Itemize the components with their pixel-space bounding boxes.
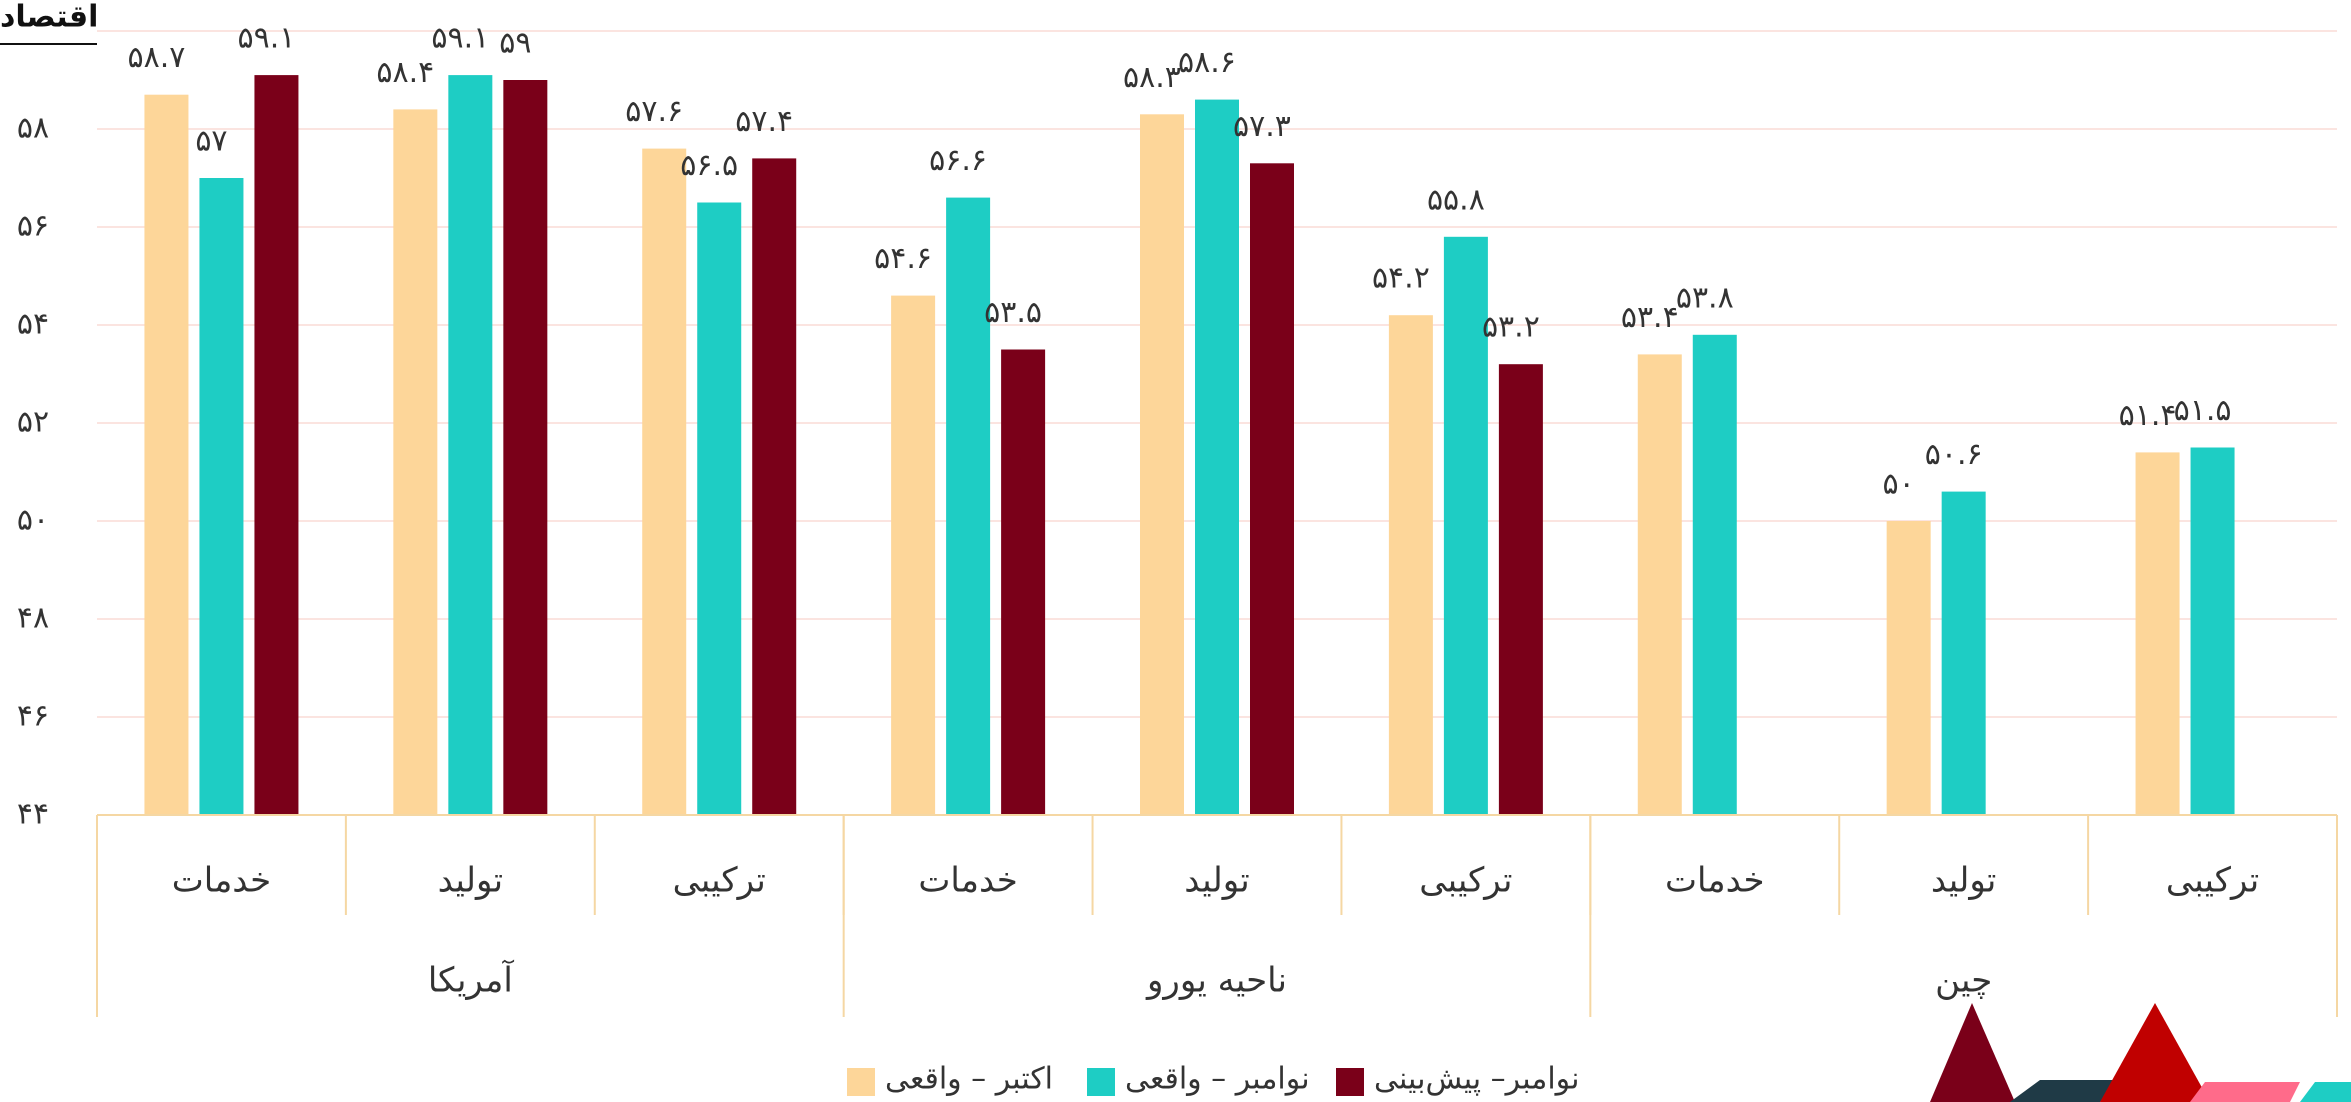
bar <box>697 203 741 816</box>
x-tick-label: ترکیبی <box>2166 861 2259 901</box>
value-label: ۵۰.۶ <box>1925 437 1983 472</box>
y-tick-label: ۵۶ <box>17 209 49 244</box>
value-label: ۵۱.۴ <box>2119 398 2177 433</box>
bar <box>1389 315 1433 815</box>
value-label: ۵۶.۵ <box>680 148 738 183</box>
value-label: ۵۴.۲ <box>1372 261 1430 296</box>
bar <box>1887 521 1931 815</box>
x-tick-label: خدمات <box>918 861 1017 901</box>
value-label: ۵۸.۳ <box>1123 60 1181 95</box>
group-label: چین <box>1935 961 1992 1001</box>
value-label: ۵۸.۶ <box>1178 45 1236 80</box>
bar <box>1250 163 1294 815</box>
legend-label: نوامبر– پیش‌بینی <box>1374 1062 1580 1097</box>
y-tick-label: ۴۴ <box>17 797 49 832</box>
bar <box>144 95 188 815</box>
x-tick-label: ترکیبی <box>1419 861 1512 901</box>
value-label: ۵۳.۴ <box>1621 300 1679 335</box>
bar <box>891 296 935 815</box>
value-label: ۵۳.۵ <box>984 295 1042 330</box>
chart-title: اقتصاد <box>0 0 98 35</box>
x-tick-label: تولید <box>1184 861 1250 901</box>
value-label: ۵۱.۵ <box>2174 393 2232 428</box>
bar <box>393 109 437 815</box>
value-label: ۵۳.۲ <box>1482 310 1540 345</box>
y-tick-label: ۵۲ <box>17 405 49 440</box>
bar <box>1140 114 1184 815</box>
bar <box>1942 492 1986 815</box>
chart: اقتصاد ۴۴ ۴۶ ۴۸ ۵۰ ۵۲ ۵۴ ۵۶ ۵۸ ۵۸.۷ ۵۸.۴ ۵۷.۶ ۵۴.۶ ۵… <box>0 0 2351 1102</box>
x-tick-label: ترکیبی <box>673 861 766 901</box>
y-tick-label: ۵۴ <box>17 307 49 342</box>
bar <box>946 198 990 815</box>
y-tick-label: ۵۰ <box>17 503 49 538</box>
value-label: ۵۹ <box>499 26 531 61</box>
legend-label: اکتبر – واقعی <box>885 1062 1053 1097</box>
bar <box>448 75 492 815</box>
value-label: ۵۳.۸ <box>1676 280 1734 315</box>
bar <box>1638 354 1682 815</box>
bar <box>642 149 686 815</box>
legend-swatch <box>1087 1068 1115 1096</box>
legend-swatch <box>1336 1068 1364 1096</box>
value-label: ۵۹.۱ <box>431 21 489 56</box>
value-label: ۵۴.۶ <box>874 241 932 276</box>
y-tick-label: ۴۸ <box>17 601 49 636</box>
bar <box>752 158 796 815</box>
legend-label: نوامبر – واقعی <box>1125 1062 1310 1097</box>
bar <box>2136 452 2180 815</box>
page: {"chart_data": {"type": "bar", "title": … <box>0 0 2351 1102</box>
value-label: ۵۸.۷ <box>127 40 185 75</box>
bar <box>199 178 243 815</box>
bar <box>1693 335 1737 815</box>
bar <box>1001 350 1045 816</box>
value-label: ۵۷ <box>195 124 227 159</box>
bar <box>1195 100 1239 815</box>
value-label: ۵۷.۶ <box>625 94 683 129</box>
bar <box>1499 364 1543 815</box>
value-label: ۵۵.۸ <box>1427 182 1485 217</box>
legend-swatch <box>847 1068 875 1096</box>
x-tick-label: خدمات <box>172 861 271 901</box>
bar <box>254 75 298 815</box>
value-label: ۵۷.۴ <box>735 104 793 139</box>
bar <box>503 80 547 815</box>
value-label: ۵۰ <box>1883 467 1915 502</box>
x-tick-label: تولید <box>438 861 504 901</box>
group-label: ناحیه یورو <box>1145 961 1287 1001</box>
value-label: ۵۷.۳ <box>1233 109 1291 144</box>
y-tick-label: ۴۶ <box>17 699 49 734</box>
decoration <box>1930 1003 2351 1102</box>
x-tick-label: تولید <box>1931 861 1997 901</box>
value-label: ۵۸.۴ <box>376 55 434 90</box>
bar <box>2191 448 2235 816</box>
group-label: آمریکا <box>428 960 515 1001</box>
x-tick-label: خدمات <box>1665 861 1764 901</box>
value-label: ۵۹.۱ <box>237 21 295 56</box>
y-tick-label: ۵۸ <box>17 111 49 146</box>
value-label: ۵۶.۶ <box>929 143 987 178</box>
